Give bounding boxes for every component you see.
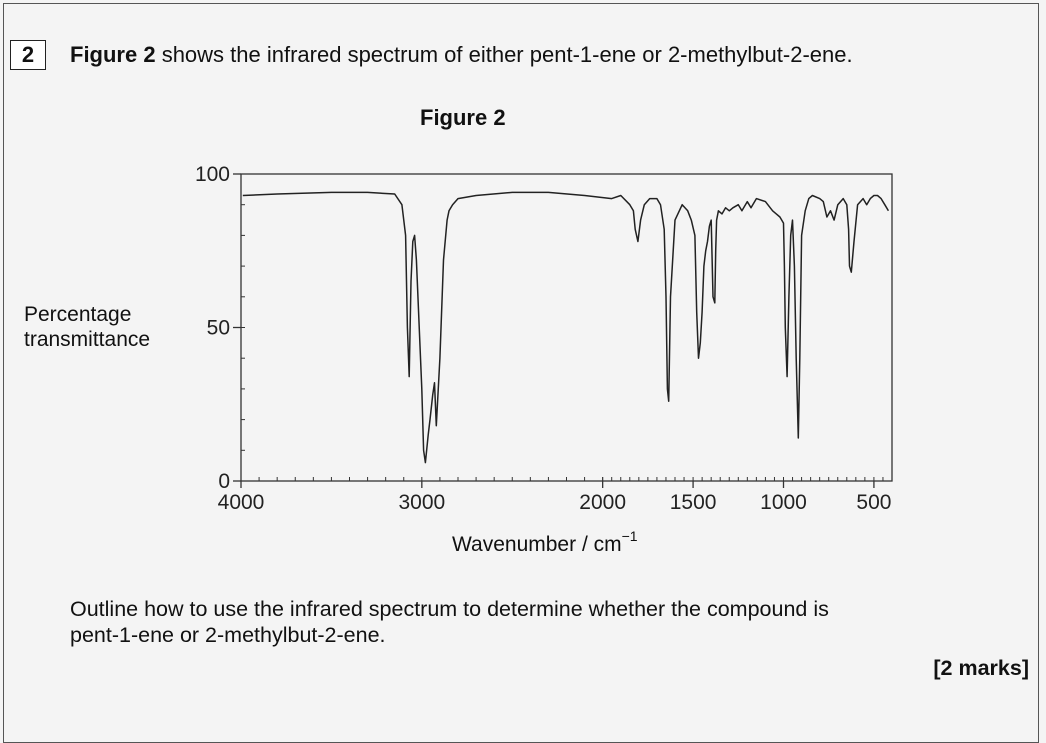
- x-tick-label: 1000: [760, 491, 807, 514]
- x-tick-label: 3000: [398, 491, 445, 514]
- question-frame: [3, 3, 1039, 743]
- y-tick-label: 0: [218, 470, 230, 493]
- y-axis-label-line2: transmittance: [24, 328, 151, 351]
- outline-line-1: Outline how to use the infrared spectrum…: [70, 597, 829, 621]
- y-axis-label-line1: Percentage: [24, 303, 132, 326]
- x-tick-label: 1500: [670, 491, 717, 514]
- x-axis-label: Wavenumber / cm−1: [452, 528, 638, 557]
- chart-axes: [233, 173, 893, 488]
- chart-ticks: 0 50 100 4000 3000 2000 1500 1000 500: [195, 163, 891, 514]
- spectrum-line: [242, 191, 890, 464]
- marks-label: [2 marks]: [933, 656, 1029, 680]
- question-number-box: 2: [10, 40, 46, 70]
- y-tick-label: 100: [195, 163, 230, 186]
- plot-frame: [240, 173, 893, 482]
- x-axis-label-main: Wavenumber / cm: [452, 533, 622, 556]
- figure-reference: Figure 2: [70, 42, 156, 67]
- chart-title: Figure 2: [420, 105, 506, 130]
- question-text-rest: shows the infrared spectrum of either pe…: [155, 42, 853, 67]
- outline-line-2: pent-1-ene or 2-methylbut-2-ene.: [70, 623, 386, 647]
- y-axis-label: Percentage transmittance: [24, 302, 150, 352]
- x-axis-label-sup: −1: [621, 528, 638, 544]
- x-tick-label: 2000: [579, 491, 626, 514]
- x-tick-label: 500: [856, 491, 891, 514]
- chart-series: [242, 191, 890, 464]
- x-tick-label: 4000: [218, 491, 265, 514]
- outline-question: Outline how to use the infrared spectrum…: [70, 596, 829, 648]
- question-text: Figure 2 shows the infrared spectrum of …: [70, 42, 853, 68]
- y-tick-label: 50: [207, 317, 230, 340]
